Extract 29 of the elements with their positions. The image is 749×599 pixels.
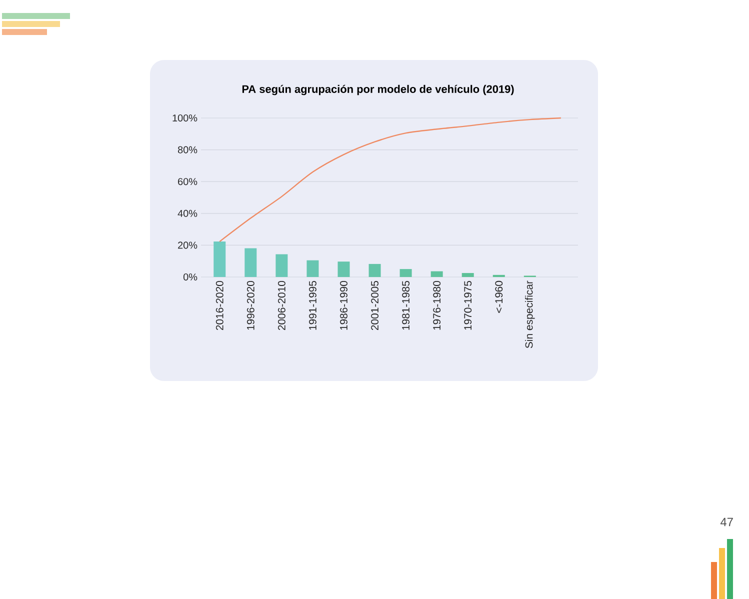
x-tick-label: 1970-1975 — [464, 280, 472, 330]
text: 47 — [720, 518, 733, 526]
y-tick-label: 60% — [178, 178, 198, 186]
bar — [306, 260, 319, 277]
x-tick-label: 1991-1995 — [309, 280, 316, 330]
x-tick-label: 1976-1980 — [433, 280, 441, 330]
y-tick-label: 80% — [178, 146, 198, 154]
x-tick-label: <-1960 — [495, 280, 503, 313]
bar — [462, 273, 474, 277]
y-tick-label: 20% — [178, 242, 198, 249]
bar — [244, 248, 257, 277]
y-tick-label: 40% — [178, 210, 198, 217]
y-tick-label: 0% — [183, 273, 198, 281]
x-tick-label: Sin especificar — [525, 280, 535, 348]
chart-title: PA según agrupación por modelo de vehículo (2019) — [242, 84, 514, 96]
bar — [338, 262, 350, 277]
x-tick-label: 1981-1985 — [402, 280, 410, 330]
bar — [276, 254, 288, 277]
y-tick-label: 100% — [172, 114, 198, 122]
x-tick-label: 1996-2020 — [246, 280, 254, 330]
bar — [368, 264, 381, 277]
bar — [214, 242, 226, 277]
bar — [400, 269, 412, 277]
bar — [430, 271, 443, 277]
x-tick-label: 2001-2005 — [371, 280, 378, 330]
line-series — [219, 117, 562, 242]
x-tick-label: 2006-2010 — [278, 280, 286, 330]
x-tick-label: 2016-2020 — [216, 280, 224, 330]
x-tick-label: 1986-1990 — [340, 280, 348, 330]
